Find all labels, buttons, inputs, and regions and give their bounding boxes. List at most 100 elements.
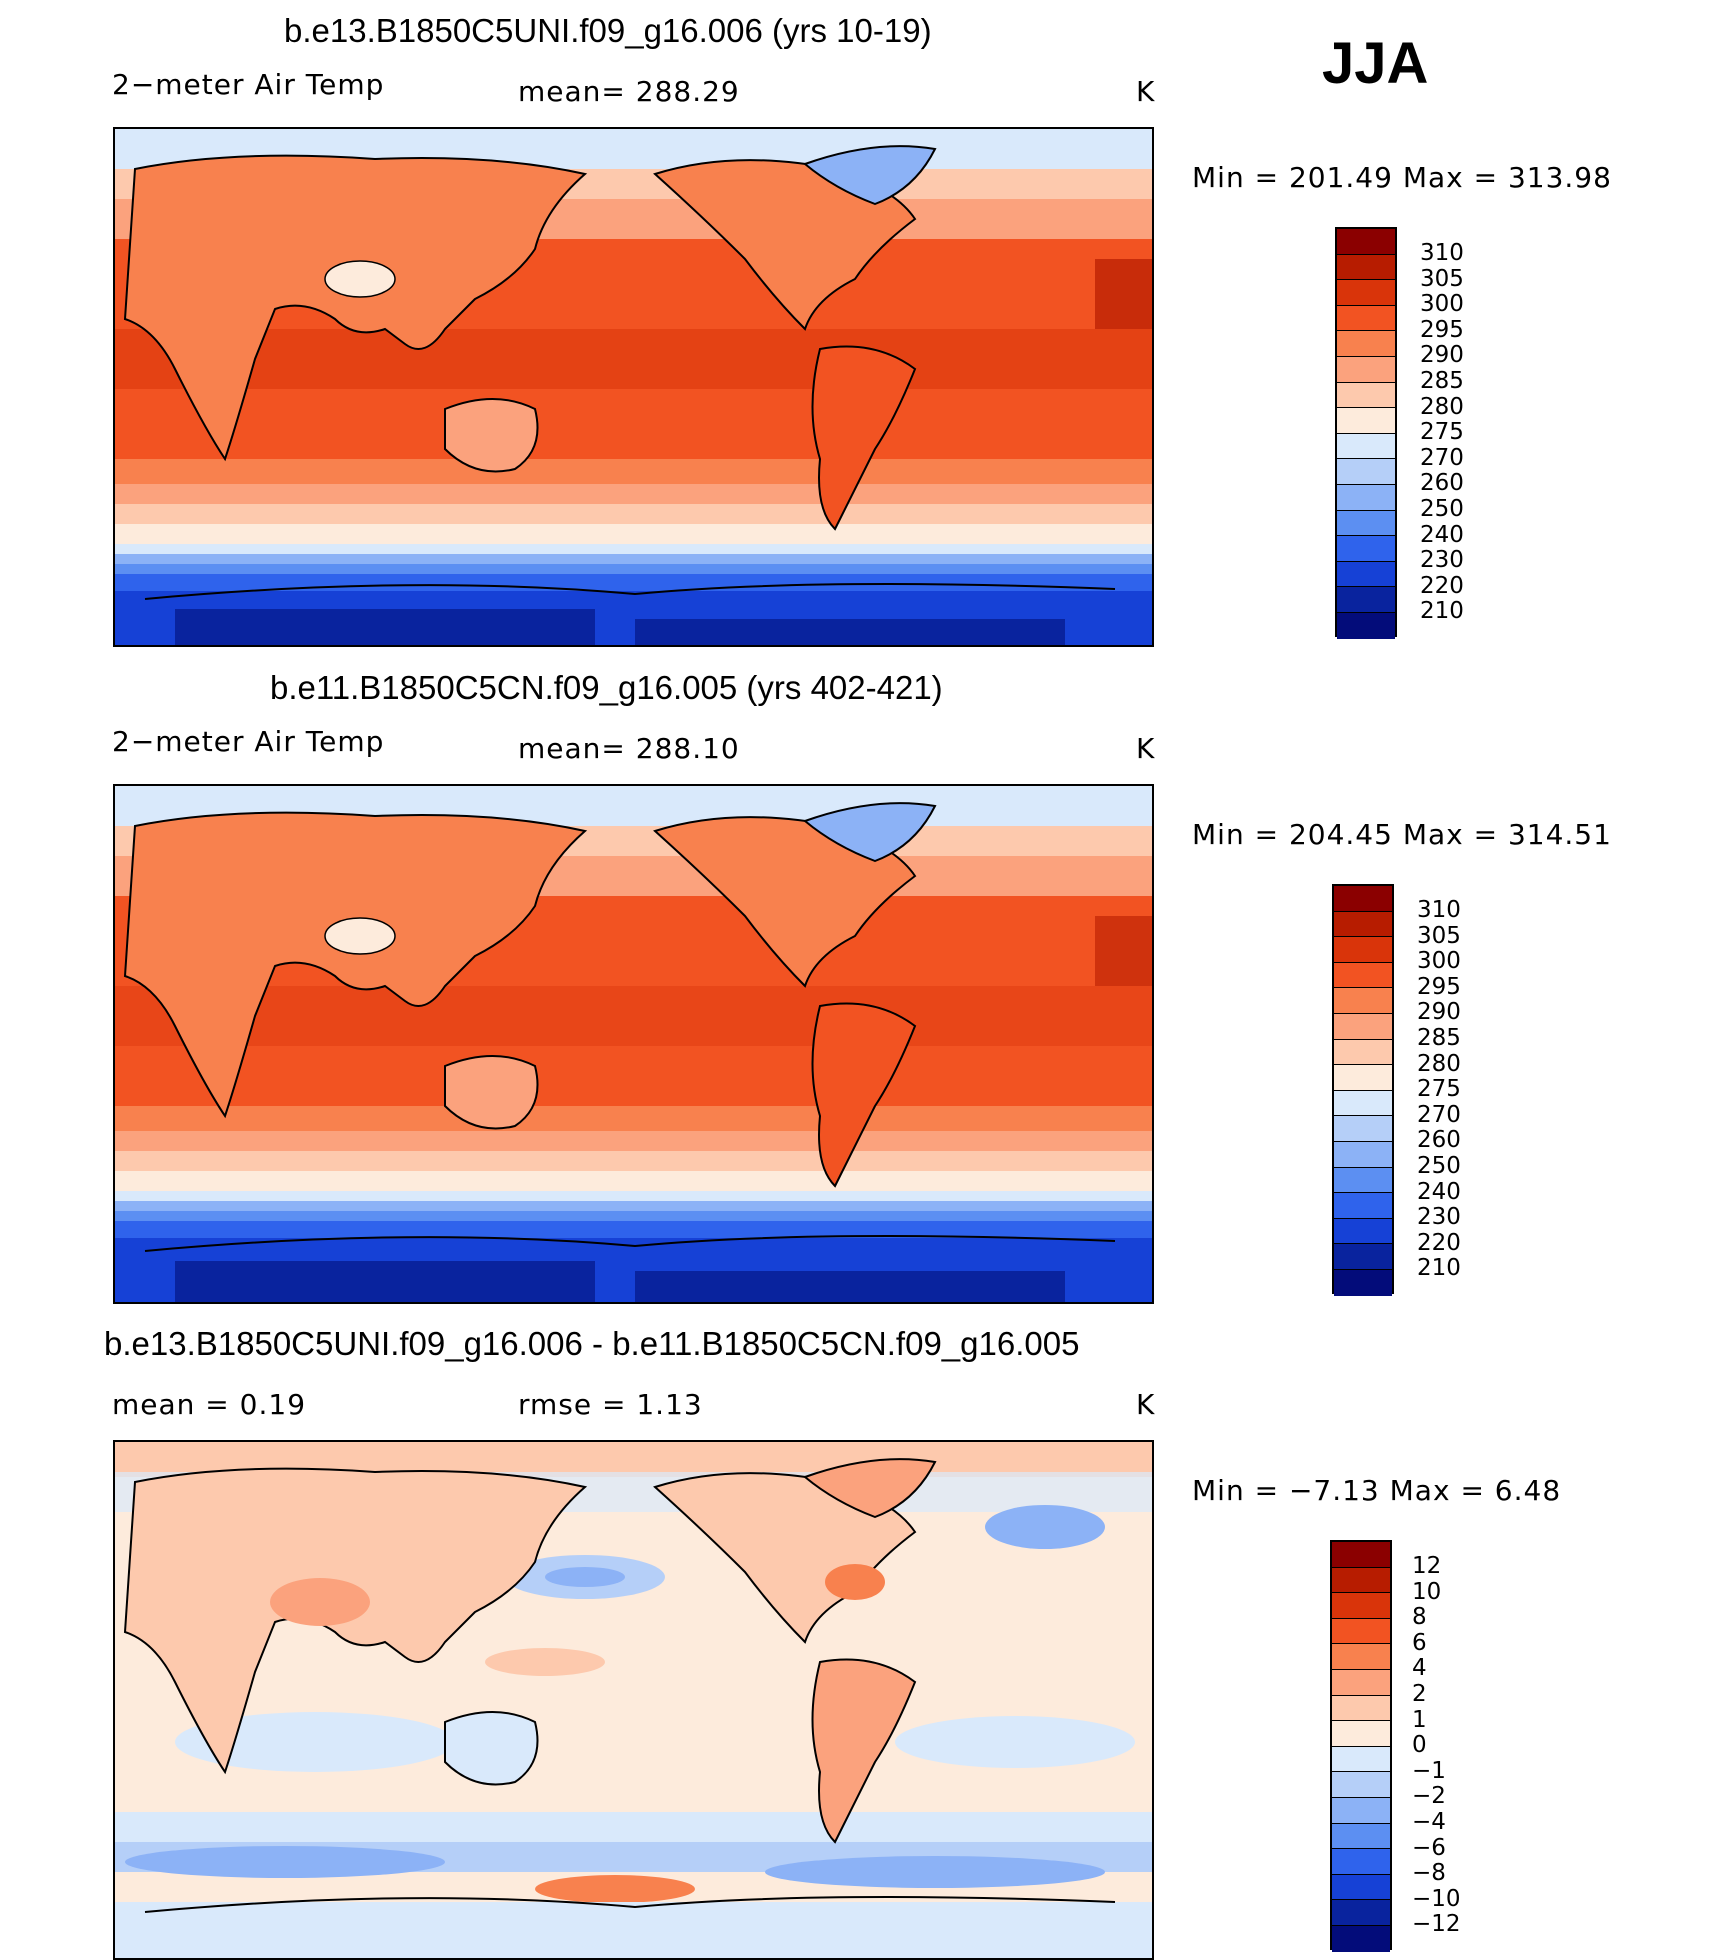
panel-1-colorbar [1335, 227, 1397, 639]
panel-3-mean-label: mean = 0.19 [112, 1388, 307, 1421]
panel-1-swatch [1337, 587, 1395, 613]
panel-1-tick: 295 [1420, 316, 1464, 343]
panel-1-swatch [1337, 280, 1395, 306]
panel-2-swatch [1334, 1065, 1392, 1091]
panel-2-swatch [1334, 886, 1392, 912]
panel-1-tick: 210 [1420, 598, 1464, 625]
panel-3-colorbar-labels: 12 10 8 6 4 2 1 0 −1 −2 −4 −6 −8 −10 −12 [1412, 1553, 1461, 1938]
panel-2-mean-label: mean= 288.10 [518, 732, 740, 765]
panel-1-tick: 270 [1420, 444, 1464, 471]
panel-3-tick: 2 [1412, 1680, 1427, 1707]
panel-1-swatch [1337, 536, 1395, 562]
panel-3-colorbar [1330, 1540, 1392, 1952]
panel-2-tick: 230 [1417, 1204, 1461, 1231]
panel-3-tick: 1 [1412, 1706, 1427, 1733]
panel-1-swatch [1337, 254, 1395, 281]
panel-3-tick: 0 [1412, 1732, 1427, 1759]
panel-1-tick: 275 [1420, 419, 1464, 446]
panel-3-tick: 12 [1412, 1553, 1442, 1579]
panel-1-swatch [1337, 382, 1395, 409]
panel-3-swatch [1332, 1900, 1390, 1926]
panel-2-title: b.e11.B1850C5CN.f09_g16.005 (yrs 402-421… [270, 669, 943, 706]
panel-1-colorbar-swatches [1335, 227, 1397, 639]
panel-2-swatch [1334, 1039, 1392, 1066]
panel-1-tick: 285 [1420, 367, 1464, 394]
panel-1-title: b.e13.B1850C5UNI.f09_g16.006 (yrs 10-19) [284, 12, 932, 49]
panel-3-minmax-label: Min = −7.13 Max = 6.48 [1192, 1474, 1562, 1507]
panel-3-swatch [1332, 1542, 1390, 1568]
panel-1-variable-label: 2−meter Air Temp [112, 68, 385, 101]
panel-3-tick: 10 [1412, 1578, 1442, 1605]
panel-2-tick: 210 [1417, 1255, 1461, 1282]
panel-2-minmax-label: Min = 204.45 Max = 314.51 [1192, 818, 1612, 851]
panel-2-swatch [1334, 1218, 1392, 1245]
panel-3-swatch [1332, 1721, 1390, 1747]
panel-1-swatch [1337, 229, 1395, 255]
panel-3-tick: −12 [1412, 1911, 1461, 1938]
panel-2-variable-label: 2−meter Air Temp [112, 725, 385, 758]
panel-3-tick: −4 [1412, 1808, 1446, 1835]
panel-2-tick: 285 [1417, 1024, 1461, 1051]
panel-1-swatch [1337, 612, 1395, 639]
panel-3-title: b.e13.B1850C5UNI.f09_g16.006 - b.e11.B18… [104, 1325, 1080, 1362]
panel-2-swatch [1334, 937, 1392, 963]
panel-3-tick: 8 [1412, 1604, 1427, 1631]
panel-2-tick: 250 [1417, 1152, 1461, 1179]
panel-2-swatch [1334, 1193, 1392, 1219]
panel-1-colorbar-labels: 310 305 300 295 290 285 280 275 270 260 … [1420, 240, 1464, 625]
panel-2-swatch [1334, 1269, 1392, 1296]
panel-3-map [113, 1440, 1154, 1960]
panel-2-tick: 310 [1417, 897, 1461, 923]
panel-2-swatch [1334, 1244, 1392, 1270]
panel-1-tick: 290 [1420, 342, 1464, 369]
panel-1-swatch [1337, 408, 1395, 434]
panel-1-tick: 300 [1420, 291, 1464, 318]
panel-2-swatch [1334, 962, 1392, 989]
panel-3-tick: −1 [1412, 1757, 1446, 1784]
panel-2-landmasses [123, 802, 1116, 1252]
panel-1-swatch [1337, 484, 1395, 511]
panel-3-rmse-label: rmse = 1.13 [518, 1388, 703, 1421]
panel-1-swatch [1337, 510, 1395, 537]
panel-3-swatch [1332, 1618, 1390, 1645]
panel-3-swatch [1332, 1823, 1390, 1850]
panel-2-swatch [1334, 1167, 1392, 1194]
panel-1-tick: 305 [1420, 265, 1464, 292]
panel-2-colorbar-labels: 310 305 300 295 290 285 280 275 270 260 … [1417, 897, 1461, 1282]
panel-2-tick: 270 [1417, 1101, 1461, 1128]
panel-1-tick: 310 [1420, 240, 1464, 266]
panel-2-tick: 300 [1417, 948, 1461, 975]
panel-3-swatch [1332, 1746, 1390, 1773]
panel-2-tick: 290 [1417, 999, 1461, 1026]
panel-3-swatch [1332, 1593, 1390, 1619]
panel-3-tick: 4 [1412, 1655, 1427, 1682]
panel-3-tick: −2 [1412, 1783, 1446, 1810]
panel-1-tick: 240 [1420, 521, 1464, 548]
panel-2-swatch [1334, 1090, 1392, 1117]
panel-1-swatch [1337, 305, 1395, 332]
panel-1-landmasses [123, 145, 1116, 600]
panel-1-tick: 280 [1420, 393, 1464, 420]
panel-1-mean-label: mean= 288.29 [518, 75, 740, 108]
panel-2-tick: 240 [1417, 1178, 1461, 1205]
panel-2-swatch [1334, 1116, 1392, 1142]
panel-1-tick: 250 [1420, 495, 1464, 522]
panel-3-landmasses [123, 1458, 1116, 1913]
panel-1-tick: 220 [1420, 572, 1464, 599]
panel-1-swatch [1337, 433, 1395, 460]
panel-3-swatch [1332, 1797, 1390, 1824]
panel-2-tick: 295 [1417, 973, 1461, 1000]
panel-2-swatch [1334, 911, 1392, 938]
panel-1-swatch [1337, 561, 1395, 588]
panel-3-swatch [1332, 1644, 1390, 1670]
panel-3-swatch [1332, 1874, 1390, 1901]
panel-3-swatch [1332, 1925, 1390, 1952]
panel-2-tick: 305 [1417, 922, 1461, 949]
panel-3-colorbar-swatches [1330, 1540, 1392, 1952]
panel-1-tick: 230 [1420, 547, 1464, 574]
panel-3-tick: −6 [1412, 1834, 1446, 1861]
panel-2-swatch [1334, 1141, 1392, 1168]
season-label: JJA [1322, 31, 1429, 96]
panel-3-swatch [1332, 1669, 1390, 1696]
panel-3-swatch [1332, 1849, 1390, 1875]
